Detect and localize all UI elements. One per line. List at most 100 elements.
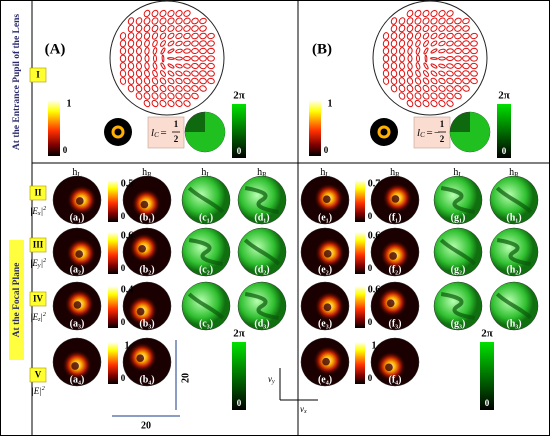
- colorbar: [309, 100, 321, 156]
- label: 0.6: [368, 230, 381, 241]
- polarization-ellipse: [462, 62, 470, 70]
- label: (e₃): [318, 318, 332, 329]
- polarization-ellipse: [135, 24, 143, 33]
- polarization-ellipse: [183, 32, 191, 40]
- label: 0: [121, 317, 126, 327]
- polarization-ellipse: [207, 47, 215, 55]
- map-core: [71, 362, 79, 370]
- lens-disk: [109, 0, 225, 116]
- polarization-ellipse: [414, 92, 422, 100]
- polarization-ellipse: [382, 47, 390, 55]
- label: (b₃): [139, 318, 154, 329]
- phase-map: [433, 227, 483, 277]
- polarization-ellipse: [454, 92, 462, 100]
- label: (d₃): [254, 318, 269, 329]
- label-part: h: [142, 167, 147, 178]
- label: 1: [328, 98, 333, 109]
- polarization-ellipse: [119, 54, 127, 63]
- label: 2: [174, 134, 179, 144]
- polarization-ellipse: [183, 55, 191, 62]
- polarization-ellipse: [135, 69, 143, 78]
- polarization-ellipse: [414, 84, 422, 93]
- phase-map: [433, 175, 483, 225]
- label-part: 2: [42, 386, 45, 392]
- label: 0: [121, 263, 126, 273]
- polarization-ellipse: [144, 39, 150, 48]
- polarization-ellipse: [127, 77, 135, 85]
- polarization-ellipse: [424, 54, 428, 63]
- label-part: h: [509, 167, 514, 178]
- label-part: L: [325, 171, 329, 179]
- polarization-ellipse: [430, 32, 438, 40]
- label: 20: [180, 373, 191, 383]
- label: 1: [67, 98, 72, 109]
- phase-wedge: [185, 112, 225, 152]
- polarization-ellipse: [167, 17, 175, 25]
- map-core: [323, 249, 332, 258]
- polarization-ellipse: [207, 70, 215, 77]
- polarization-ellipse: [406, 9, 414, 18]
- polarization-ellipse: [127, 47, 135, 55]
- polarization-ellipse: [454, 62, 462, 70]
- polarization-ellipse: [438, 56, 446, 61]
- polarization-ellipse: [382, 62, 390, 70]
- label: (h₁): [506, 212, 521, 223]
- label-part: |E|: [31, 386, 41, 396]
- label: 0: [63, 145, 68, 155]
- label: (f₂): [389, 264, 402, 275]
- polarization-ellipse: [390, 47, 398, 55]
- label: 0: [368, 211, 373, 221]
- polarization-ellipse: [462, 77, 470, 85]
- label-part: h: [453, 167, 458, 178]
- label: 2π: [233, 90, 245, 102]
- polarization-ellipse: [430, 57, 438, 60]
- polarization-ellipse: [422, 32, 430, 40]
- label-part: R: [262, 171, 267, 179]
- polarization-ellipse: [207, 40, 215, 47]
- polarization-ellipse: [127, 69, 135, 78]
- label: 0: [324, 145, 329, 155]
- label-part: |E: [30, 312, 38, 322]
- polarization-ellipse: [438, 63, 446, 69]
- phase-map: [489, 227, 539, 277]
- polarization-ellipse: [191, 92, 199, 100]
- label: 0: [485, 398, 490, 408]
- label: 1: [372, 340, 377, 351]
- polarization-ellipse: [422, 99, 430, 108]
- polarization-ellipse: [119, 62, 127, 70]
- phase-map: [489, 281, 539, 331]
- polarization-ellipse: [135, 32, 143, 40]
- polarization-ellipse: [191, 32, 199, 40]
- map-core: [138, 244, 146, 253]
- polarization-ellipse: [175, 10, 183, 17]
- row-tag: [29, 67, 47, 83]
- label: 1: [174, 119, 179, 129]
- polarization-ellipse: [430, 17, 438, 25]
- polarization-ellipse: [446, 10, 454, 17]
- map-core: [75, 197, 84, 205]
- polarization-ellipse: [167, 25, 175, 32]
- axis-label: vx: [300, 404, 307, 415]
- polarization-ellipse: [406, 84, 414, 93]
- polarization-ellipse: [183, 48, 191, 54]
- label-part: L: [206, 171, 210, 179]
- polarization-ellipse: [454, 25, 462, 32]
- intensity-map: [300, 175, 350, 225]
- polarization-ellipse: [470, 47, 478, 55]
- column-header: hL: [320, 167, 329, 178]
- donut-disk: [104, 118, 132, 146]
- phase-swirl: [496, 238, 532, 266]
- label-part: y: [271, 379, 275, 385]
- polarization-ellipse: [191, 17, 199, 25]
- polarization-ellipse: [415, 39, 421, 48]
- polarization-ellipse: [167, 63, 175, 69]
- polarization-ellipse: [119, 77, 127, 85]
- polarization-ellipse: [135, 77, 143, 85]
- colorbar: [232, 342, 246, 410]
- polarization-ellipse: [152, 39, 158, 48]
- label-part: R: [147, 171, 152, 179]
- label: (e₂): [318, 264, 332, 275]
- label: 0: [121, 211, 126, 221]
- label-highlight: [9, 240, 24, 360]
- map-core: [73, 301, 82, 309]
